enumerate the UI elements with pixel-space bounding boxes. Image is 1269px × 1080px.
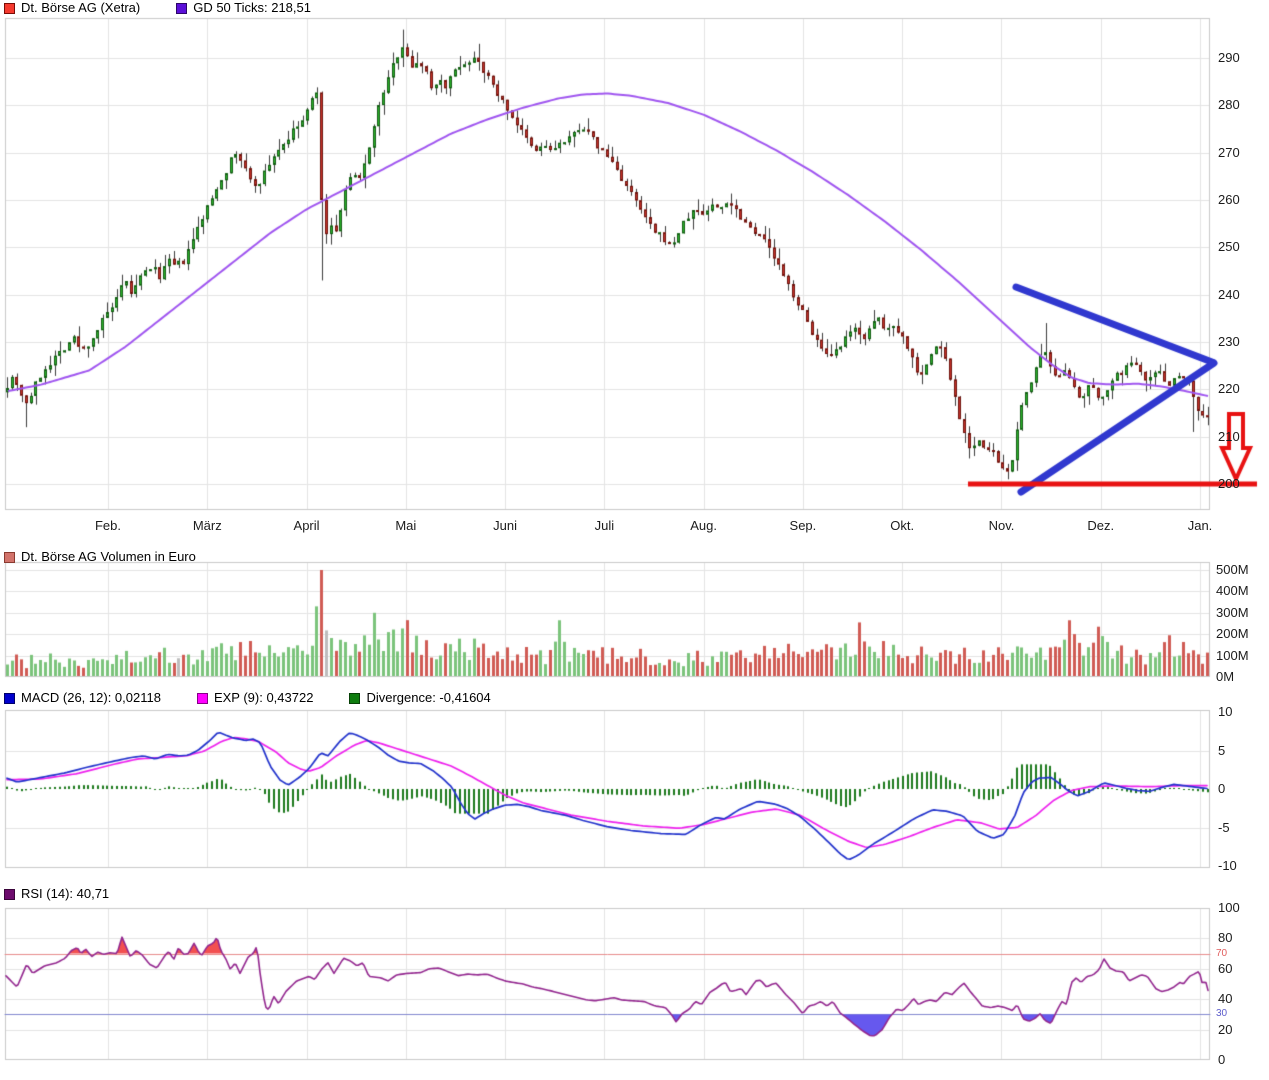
month-axis-label: Juni [493, 518, 518, 533]
volume-ytick-label: 0M [1216, 669, 1235, 684]
legend-item-divergence: Divergence: -0,41604 [349, 690, 491, 705]
rsi-legend: RSI (14): 40,71 [4, 887, 109, 901]
rsi-ytick-label: 40 [1218, 991, 1233, 1007]
macd-swatch-icon [4, 692, 15, 704]
main-ytick-label: 280 [1218, 97, 1240, 113]
month-axis-label: Dez. [1087, 518, 1115, 533]
main-ytick-label: 270 [1218, 144, 1240, 160]
volume-label: Dt. Börse AG Volumen in Euro [21, 549, 196, 564]
rsi-label: RSI (14): 40,71 [21, 886, 110, 901]
rsi-ytick-label: 20 [1218, 1021, 1233, 1037]
volume-ytick-label: 100M [1216, 647, 1249, 663]
volume-ytick-label: 300M [1216, 604, 1249, 620]
month-axis-label: April [293, 518, 320, 533]
month-axis-label: März [192, 518, 222, 533]
main-ytick-label: 290 [1218, 50, 1240, 65]
rsi-band-tick-label: 30 [1216, 1008, 1228, 1020]
main-ytick-label: 260 [1218, 192, 1240, 207]
volume-legend: Dt. Börse AG Volumen in Euro [4, 550, 196, 564]
divergence-swatch-icon [349, 692, 361, 704]
rsi-ytick-label: 100 [1218, 900, 1240, 915]
month-axis-label: Nov. [988, 518, 1015, 533]
legend-item-exp: EXP (9): 0,43722 [196, 690, 314, 705]
month-axis-label: Aug. [690, 518, 717, 533]
volume-ytick-label: 500M [1216, 562, 1249, 577]
rsi-band-tick-label: 70 [1216, 947, 1228, 959]
month-axis-label: Feb. [94, 518, 122, 533]
month-axis-label: Jan. [1187, 518, 1213, 533]
macd-ytick-label: -10 [1218, 858, 1237, 873]
legend-item-gd50: GD 50 Ticks: 218,51 [176, 1, 311, 15]
main-ytick-label: 200 [1218, 476, 1240, 491]
main-ytick-label: 220 [1218, 381, 1240, 397]
rsi-ytick-label: 80 [1218, 930, 1233, 946]
rsi-ytick-label: 0 [1218, 1052, 1226, 1067]
volume-ytick-label: 200M [1216, 626, 1249, 642]
rsi-swatch-icon [4, 888, 15, 900]
exp-label: EXP (9): 0,43722 [213, 690, 314, 705]
symbol-label: Dt. Börse AG (Xetra) [21, 0, 141, 15]
exp-swatch-icon [196, 692, 208, 704]
volume-swatch-icon [4, 551, 15, 563]
main-chart-legend: Dt. Börse AG (Xetra) GD 50 Ticks: 218,51 [4, 1, 311, 15]
main-ytick-label: 240 [1218, 286, 1240, 302]
legend-item-symbol: Dt. Börse AG (Xetra) [4, 1, 140, 15]
symbol-swatch-icon [4, 2, 15, 14]
macd-ytick-label: -5 [1218, 819, 1230, 835]
month-axis-label: Mai [395, 518, 417, 533]
divergence-label: Divergence: -0,41604 [366, 690, 491, 705]
legend-item-rsi: RSI (14): 40,71 [4, 887, 109, 901]
main-ytick-label: 210 [1218, 428, 1240, 444]
legend-item-volume: Dt. Börse AG Volumen in Euro [4, 550, 196, 564]
rsi-ytick-label: 60 [1218, 960, 1233, 976]
gd50-swatch-icon [176, 2, 188, 14]
main-ytick-label: 250 [1218, 239, 1240, 255]
macd-ytick-label: 0 [1218, 781, 1226, 796]
main-ytick-label: 230 [1218, 334, 1240, 349]
month-axis-label: Juli [594, 518, 615, 533]
month-axis-label: Okt. [890, 518, 915, 533]
macd-legend: MACD (26, 12): 0,02118 EXP (9): 0,43722 … [4, 691, 491, 705]
legend-item-macd: MACD (26, 12): 0,02118 [4, 691, 161, 705]
volume-ytick-label: 400M [1216, 583, 1249, 599]
gd50-label: GD 50 Ticks: 218,51 [193, 0, 311, 15]
month-axis-label: Sep. [789, 518, 817, 533]
macd-ytick-label: 5 [1218, 742, 1226, 758]
macd-ytick-label: 10 [1218, 704, 1233, 719]
macd-label: MACD (26, 12): 0,02118 [21, 690, 161, 705]
